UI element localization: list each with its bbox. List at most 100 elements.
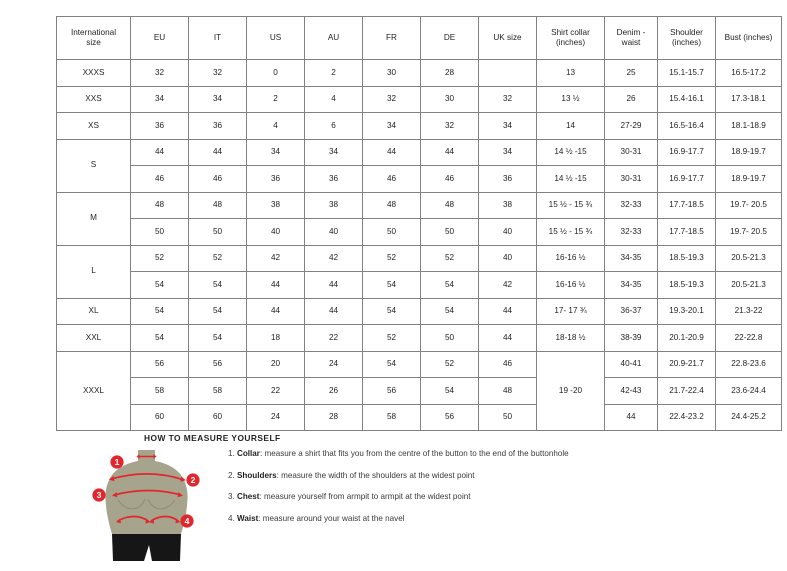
waist-arrow-mid-left <box>145 518 151 524</box>
cell-denim: 42-43 <box>604 377 658 405</box>
header-line-1: International <box>70 27 117 37</box>
table-row: XXXL 56 56 20 24 54 52 46 19 -20 40-41 20.9-21.7 22… <box>56 350 782 431</box>
cell-international-size: L <box>56 244 131 299</box>
cell-denim: 36-37 <box>604 297 658 325</box>
header-line-2: waist <box>621 38 641 47</box>
column-header-shoulder: Shoulder (inches) <box>657 16 716 60</box>
cell-us: 36 <box>246 165 305 193</box>
cell-it: 46 <box>188 165 247 193</box>
cell-shirt-collar: 14 <box>536 112 605 140</box>
cell-us: 22 <box>246 377 305 405</box>
cell-us: 44 <box>246 297 305 325</box>
cell-shoulder: 22.4-23.2 <box>657 403 716 431</box>
chest-arrow-left <box>112 492 118 498</box>
cell-eu: 34 <box>130 85 189 113</box>
cell-international-size: XXS <box>56 85 131 113</box>
cell-uk: 38 <box>478 191 537 219</box>
cell-fr: 32 <box>362 85 421 113</box>
cell-fr: 50 <box>362 218 421 246</box>
cell-de: 46 <box>420 165 479 193</box>
cell-us: 0 <box>246 59 305 87</box>
cell-uk: 44 <box>478 324 537 352</box>
cell-au: 24 <box>304 350 363 378</box>
waist-arrow-right <box>175 518 181 524</box>
cell-shirt-collar: 13 <box>536 59 605 87</box>
cell-fr: 52 <box>362 244 421 272</box>
instruction-body: : measure around your waist at the navel <box>258 513 405 523</box>
cell-denim: 30-31 <box>604 138 658 166</box>
cell-denim: 40-41 <box>604 350 658 378</box>
cell-au: 6 <box>304 112 363 140</box>
cell-uk: 36 <box>478 165 537 193</box>
cell-shirt-collar: 14 ½ -15 <box>536 165 605 193</box>
header-line-2: (inches) <box>671 38 702 47</box>
instruction-item: 3. Chest: measure yourself from armpit t… <box>228 493 748 501</box>
cell-shirt-collar: 19 -20 <box>536 350 605 431</box>
cell-uk: 40 <box>478 244 537 272</box>
cell-international-size: XS <box>56 112 131 140</box>
cell-uk: 32 <box>478 85 537 113</box>
cell-de: 44 <box>420 138 479 166</box>
cell-it: 48 <box>188 191 247 219</box>
cell-shoulder: 17.7-18.5 <box>657 218 716 246</box>
cell-fr: 52 <box>362 324 421 352</box>
cell-us: 18 <box>246 324 305 352</box>
shoulders-arrow-right <box>180 476 186 482</box>
cell-it: 36 <box>188 112 247 140</box>
header-line-1: Shoulder <box>670 27 703 37</box>
instruction-body: : measure yourself from armpit to armpit… <box>259 492 471 502</box>
cell-us: 42 <box>246 244 305 272</box>
cell-us: 4 <box>246 112 305 140</box>
cell-bust: 18.9-19.7 <box>715 138 782 166</box>
cell-de: 56 <box>420 403 479 431</box>
waist-arrow-left <box>116 518 121 524</box>
instruction-term: Waist <box>237 513 259 523</box>
how-to-measure-title: HOW TO MEASURE YOURSELF <box>144 433 281 443</box>
cell-bust: 19.7- 20.5 <box>715 218 782 246</box>
cell-denim: 38-39 <box>604 324 658 352</box>
instruction-body: : measure a shirt that fits you from the… <box>259 449 569 458</box>
cell-uk: 42 <box>478 271 537 299</box>
cell-eu: 50 <box>130 218 189 246</box>
waist-arrow-mid-right <box>149 518 154 524</box>
cell-au: 42 <box>304 244 363 272</box>
cell-it: 34 <box>188 85 247 113</box>
cell-bust: 20.5-21.3 <box>715 244 782 272</box>
cell-shoulder: 18.5-19.3 <box>657 244 716 272</box>
badge-4-label: 4 <box>185 516 190 526</box>
cell-eu: 54 <box>130 297 189 325</box>
cell-fr: 46 <box>362 165 421 193</box>
cell-au: 2 <box>304 59 363 87</box>
collar-arrow-left <box>136 454 140 459</box>
instruction-term: Collar <box>237 449 260 458</box>
cell-bust: 22.8-23.6 <box>715 350 782 378</box>
table-row: 54 54 44 44 54 54 42 16-16 ½ 34-35 18.5-19.3 20.5-… <box>57 271 782 299</box>
cell-it: 52 <box>188 244 247 272</box>
collar-arrow-right <box>153 454 157 459</box>
column-header-au: AU <box>304 16 363 60</box>
instruction-number: 2. <box>228 470 235 480</box>
cell-uk: 34 <box>478 138 537 166</box>
table-row: L 52 52 42 42 52 52 40 16-16 ½ 34-35 18.5-19.3 20.5… <box>56 244 782 299</box>
cell-eu: 54 <box>130 271 189 299</box>
cell-uk: 40 <box>478 218 537 246</box>
column-header-shirt-collar: Shirt collar (inches) <box>536 16 605 60</box>
cell-eu: 46 <box>130 165 189 193</box>
cell-fr: 54 <box>362 350 421 378</box>
cell-denim: 27-29 <box>604 112 658 140</box>
cell-eu: 36 <box>130 112 189 140</box>
table-row: M 48 48 38 38 48 48 38 15 ½ - 15 ¾ 32-33 17.7-18.5… <box>56 191 782 246</box>
badge-1: 1 <box>110 455 124 469</box>
cell-international-size: S <box>56 138 131 193</box>
cell-au: 40 <box>304 218 363 246</box>
cell-bust: 20.5-21.3 <box>715 271 782 299</box>
badge-1-label: 1 <box>115 457 120 467</box>
cell-de: 54 <box>420 377 479 405</box>
cell-fr: 30 <box>362 59 421 87</box>
cell-eu: 52 <box>130 244 189 272</box>
cell-shirt-collar: 16-16 ½ <box>536 244 605 272</box>
table-row: 46 46 36 36 46 46 36 14 ½ -15 30-31 16.9-17.7 18.9… <box>57 165 782 193</box>
table-row: XS 36 36 4 6 34 32 34 14 27-29 16.5-16.4 18.1-18.9 <box>56 112 782 140</box>
table-header: International size EU IT US AU FR DE UK … <box>56 16 782 60</box>
cell-denim: 25 <box>604 59 658 87</box>
